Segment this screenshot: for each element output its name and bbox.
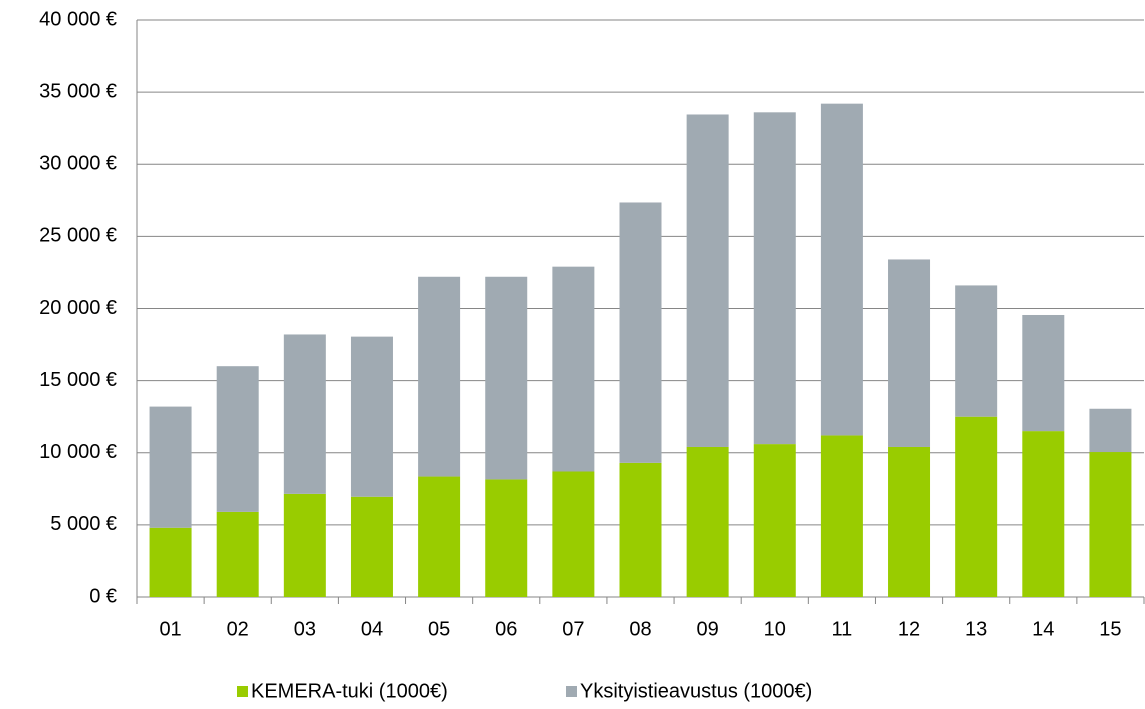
- bar-segment: [1089, 452, 1132, 597]
- bar-segment: [955, 416, 998, 597]
- legend-label: Yksityistieavustus (1000€): [580, 680, 812, 702]
- legend-label: KEMERA-tuki (1000€): [251, 680, 448, 702]
- x-tick-label: 04: [361, 618, 383, 640]
- bar-segment: [283, 493, 326, 597]
- x-tick-label: 14: [1032, 618, 1054, 640]
- bar-segment: [149, 406, 192, 528]
- bar-segment: [418, 276, 461, 477]
- x-tick-label: 02: [227, 618, 249, 640]
- bar-segment: [888, 259, 931, 447]
- y-tick-label: 15 000 €: [39, 369, 117, 391]
- bar-segment: [350, 336, 393, 497]
- bar-segment: [888, 446, 931, 597]
- bar-segment: [820, 435, 863, 597]
- bar-segment: [418, 476, 461, 597]
- bar-segment: [216, 366, 259, 512]
- y-tick-label: 40 000 €: [39, 8, 117, 30]
- legend-swatch: [566, 686, 577, 697]
- x-tick-label: 15: [1099, 618, 1121, 640]
- y-tick-label: 5 000 €: [50, 513, 117, 535]
- x-tick-label: 01: [159, 618, 181, 640]
- x-tick-label: 07: [562, 618, 584, 640]
- y-tick-label: 10 000 €: [39, 441, 117, 463]
- x-tick-label: 12: [898, 618, 920, 640]
- bar-segment: [283, 334, 326, 494]
- bar-segment: [955, 285, 998, 417]
- bar-segment: [350, 496, 393, 597]
- x-tick-label: 10: [764, 618, 786, 640]
- bar-segment: [485, 276, 528, 480]
- bar-segment: [753, 444, 796, 597]
- bar-segment: [149, 527, 192, 597]
- x-tick-label: 13: [965, 618, 987, 640]
- bar-segment: [1022, 431, 1065, 597]
- bar-segment: [619, 462, 662, 597]
- y-tick-label: 30 000 €: [39, 153, 117, 175]
- x-tick-label: 08: [629, 618, 651, 640]
- bar-segment: [753, 112, 796, 445]
- x-tick-label: 05: [428, 618, 450, 640]
- legend-swatch: [237, 686, 248, 697]
- y-tick-label: 25 000 €: [39, 225, 117, 247]
- x-tick-label: 11: [832, 618, 853, 640]
- bar-segment: [619, 202, 662, 463]
- x-tick-label: 09: [697, 618, 719, 640]
- y-tick-label: 20 000 €: [39, 297, 117, 319]
- bar-segment: [485, 479, 528, 597]
- bar-segment: [686, 446, 729, 597]
- x-tick-label: 03: [294, 618, 316, 640]
- bar-segment: [552, 471, 595, 597]
- x-tick-label: 06: [495, 618, 517, 640]
- y-tick-label: 35 000 €: [39, 80, 117, 102]
- bar-segment: [1089, 408, 1132, 453]
- bar-segment: [686, 114, 729, 447]
- bar-segment: [552, 266, 595, 472]
- y-tick-label: 0 €: [89, 585, 117, 607]
- bar-segment: [216, 511, 259, 597]
- bar-segment: [1022, 314, 1065, 432]
- bar-segment: [820, 103, 863, 436]
